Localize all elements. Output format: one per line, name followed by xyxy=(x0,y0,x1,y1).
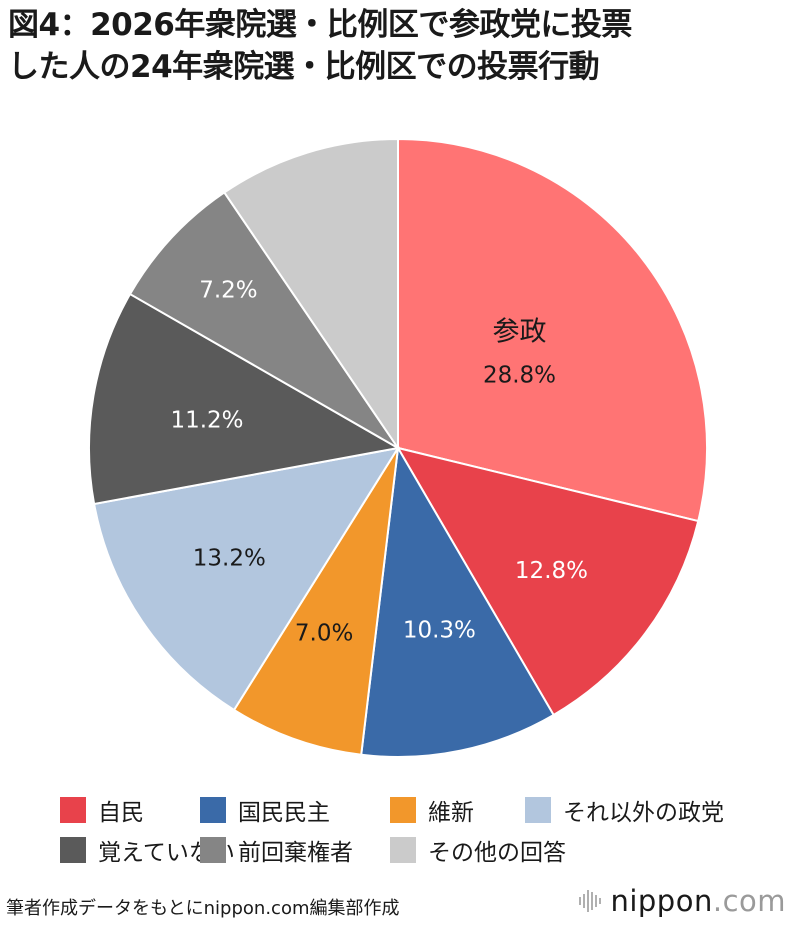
legend-label: その他の回答 xyxy=(428,840,566,866)
legend-item-abstained: 前回棄権者 xyxy=(200,833,390,867)
legend-item-ishin: 維新 xyxy=(390,793,525,827)
legend-label: それ以外の政党 xyxy=(563,800,724,826)
legend-item-jimin: 自民 xyxy=(60,793,200,827)
chart-title-line-1: 図4：2026年衆院選・比例区で参政党に投票 xyxy=(8,7,632,43)
legend-label: 前回棄権者 xyxy=(238,840,353,866)
pie-slice-4 xyxy=(92,446,401,712)
legend-swatch xyxy=(390,837,416,863)
slice-value-label: 7.2% xyxy=(199,277,257,303)
slice-value-label: 10.3% xyxy=(403,618,476,644)
slice-value-label: 7.0% xyxy=(295,620,353,646)
pie-slice-3 xyxy=(232,447,399,756)
brand-name: nippon xyxy=(610,884,713,918)
nippon-wordmark: nippon.com xyxy=(610,884,786,918)
slice-value-label: 12.8% xyxy=(515,558,588,584)
pie-slice-6 xyxy=(128,191,399,449)
slice-value-label: 11.2% xyxy=(170,408,243,434)
chart-title-line-2: した人の24年衆院選・比例区での投票行動 xyxy=(8,49,600,85)
legend-label: 国民民主 xyxy=(238,800,330,826)
nippon-logo: nippon.com xyxy=(578,884,786,918)
legend-row: 覚えていない 前回棄権者 その他の回答 xyxy=(60,830,780,870)
pie-slice-5 xyxy=(88,292,401,506)
legend-swatch xyxy=(200,837,226,863)
pie-slice-0 xyxy=(397,137,708,523)
chart-legend: 自民 国民民主 維新 それ以外の政党 覚えていない 前回棄権者 その他の回答 xyxy=(60,790,780,870)
pie-slice-2 xyxy=(360,444,555,758)
brand-dot: . xyxy=(712,884,723,918)
pie-slice-1 xyxy=(395,446,700,717)
nippon-bars-icon xyxy=(579,890,602,912)
slice-name-label: 参政 xyxy=(492,317,546,348)
legend-swatch xyxy=(60,797,86,823)
chart-title: 図4：2026年衆院選・比例区で参政党に投票 した人の24年衆院選・比例区での投… xyxy=(8,4,798,88)
slice-value-label: 28.8% xyxy=(483,363,556,389)
legend-item-other-answers: その他の回答 xyxy=(390,833,566,867)
legend-label: 維新 xyxy=(428,800,474,826)
legend-item-dont-remember: 覚えていない xyxy=(60,833,235,867)
legend-swatch xyxy=(60,837,86,863)
brand-tld: com xyxy=(722,884,786,918)
legend-row: 自民 国民民主 維新 それ以外の政党 xyxy=(60,790,780,830)
legend-swatch xyxy=(200,797,226,823)
legend-swatch xyxy=(390,797,416,823)
legend-item-other-parties: それ以外の政党 xyxy=(525,793,724,827)
legend-label: 自民 xyxy=(98,800,144,826)
pie-slice-7 xyxy=(222,137,399,452)
source-note: 筆者作成データをもとにnippon.com編集部作成 xyxy=(6,898,400,919)
slice-value-label: 13.2% xyxy=(193,546,266,572)
legend-item-kokumin: 国民民主 xyxy=(200,793,390,827)
pie-chart: 参政 28.8% 12.8% 10.3% 7.0% 13.2% 11.2% 7.2% xyxy=(88,137,708,758)
legend-swatch xyxy=(525,797,551,823)
